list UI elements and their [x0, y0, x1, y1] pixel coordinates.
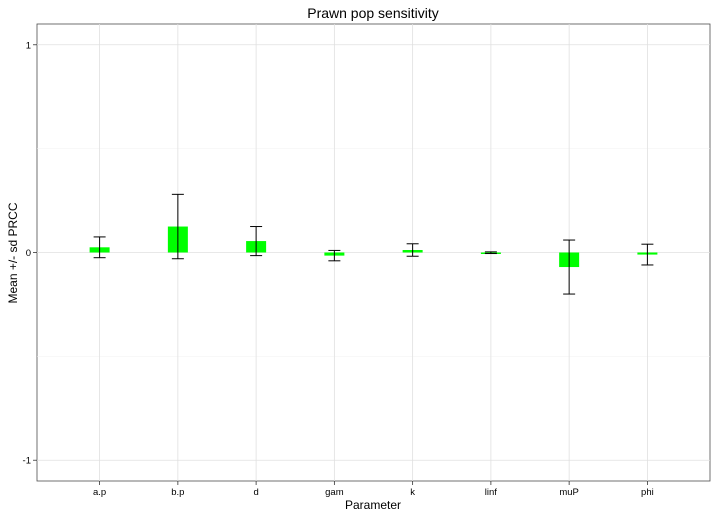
x-tick-label: a.p	[93, 487, 106, 498]
y-tick-label: 0	[26, 248, 31, 259]
x-tick-label: b.p	[171, 487, 184, 498]
y-tick-label: -1	[23, 456, 31, 467]
x-tick-label: k	[410, 487, 415, 498]
x-axis-title: Parameter	[345, 498, 401, 512]
x-tick-label: d	[253, 487, 258, 498]
x-tick-label: phi	[641, 487, 654, 498]
y-tick-label: 1	[26, 40, 31, 51]
y-axis-title: Mean +/- sd PRCC	[6, 202, 20, 303]
x-tick-label: gam	[325, 487, 344, 498]
x-tick-label: linf	[485, 487, 498, 498]
x-tick-label: muP	[559, 487, 579, 498]
chart-title: Prawn pop sensitivity	[307, 5, 439, 21]
axis-ticks: -1 0 1 a.p b.p d gam k linf muP phi	[23, 40, 654, 498]
bars-and-errorbars	[89, 193, 658, 295]
